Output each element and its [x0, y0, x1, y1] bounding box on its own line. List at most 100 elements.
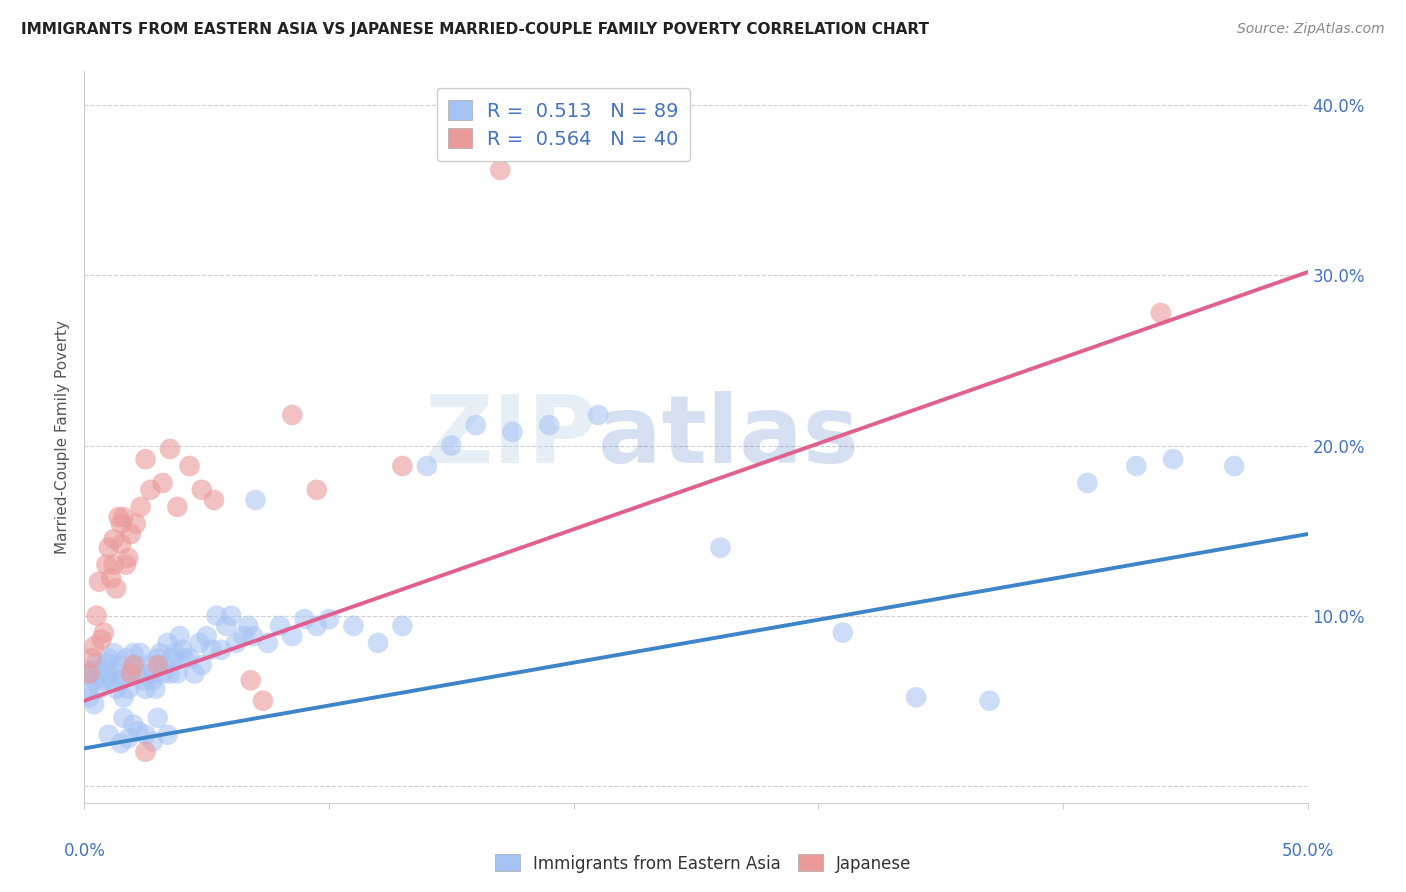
Point [86, 608, 108, 623]
Point [1161, 452, 1184, 467]
Point [135, 452, 157, 467]
Point [100, 673, 122, 688]
Point [112, 690, 135, 705]
Point [252, 694, 274, 708]
Point [257, 636, 280, 650]
Point [77, 680, 100, 694]
Point [225, 636, 247, 650]
Point [103, 558, 125, 572]
Point [586, 408, 609, 422]
Point [135, 681, 157, 696]
Point [80, 663, 103, 677]
Point [367, 636, 389, 650]
Point [83, 640, 105, 654]
Point [166, 500, 188, 514]
Point [159, 666, 181, 681]
Point [146, 711, 169, 725]
Point [1076, 475, 1098, 490]
Point [219, 608, 242, 623]
Point [179, 458, 201, 473]
Point [97, 666, 120, 681]
Point [97, 541, 120, 555]
Point [76, 668, 98, 682]
Point [107, 510, 129, 524]
Point [122, 717, 145, 731]
Point [242, 629, 264, 643]
Point [416, 458, 439, 473]
Point [129, 500, 152, 514]
Point [183, 666, 205, 681]
Point [269, 619, 291, 633]
Point [90, 632, 112, 647]
Point [112, 711, 135, 725]
Point [142, 734, 165, 748]
Point [77, 690, 100, 705]
Point [1150, 306, 1173, 320]
Point [97, 728, 120, 742]
Point [117, 550, 139, 565]
Text: 0.0%: 0.0% [63, 842, 105, 860]
Point [1125, 458, 1147, 473]
Point [188, 636, 211, 650]
Point [166, 666, 188, 681]
Point [139, 483, 162, 497]
Point [125, 658, 148, 673]
Point [281, 629, 304, 643]
Point [179, 651, 201, 665]
Point [110, 537, 132, 551]
Point [173, 651, 195, 665]
Point [110, 736, 132, 750]
Point [83, 673, 105, 688]
Point [391, 458, 413, 473]
Point [281, 408, 304, 422]
Point [191, 483, 214, 497]
Point [159, 442, 181, 456]
Legend: R =  0.513   N = 89, R =  0.564   N = 40: R = 0.513 N = 89, R = 0.564 N = 40 [437, 88, 690, 161]
Point [831, 625, 853, 640]
Point [200, 642, 222, 657]
Point [146, 651, 169, 665]
Point [305, 619, 328, 633]
Point [115, 651, 138, 665]
Point [86, 657, 108, 671]
Point [117, 681, 139, 696]
Point [129, 646, 152, 660]
Point [139, 666, 162, 681]
Point [93, 625, 115, 640]
Point [305, 483, 328, 497]
Point [96, 657, 118, 671]
Point [87, 681, 110, 696]
Point [538, 418, 561, 433]
Point [149, 646, 172, 660]
Point [122, 658, 145, 673]
Point [90, 663, 112, 677]
Point [120, 666, 142, 681]
Point [112, 510, 135, 524]
Point [96, 558, 118, 572]
Point [122, 646, 145, 660]
Point [502, 425, 524, 439]
Point [169, 629, 191, 643]
Point [132, 673, 155, 688]
Point [105, 666, 128, 681]
Point [152, 475, 174, 490]
Legend: Immigrants from Eastern Asia, Japanese: Immigrants from Eastern Asia, Japanese [488, 847, 918, 880]
Point [93, 673, 115, 688]
Text: ZIP: ZIP [425, 391, 598, 483]
Point [162, 651, 184, 665]
Point [391, 619, 413, 633]
Point [513, 139, 536, 153]
Point [709, 541, 731, 555]
Point [172, 642, 194, 657]
Point [153, 658, 176, 673]
Point [105, 681, 128, 696]
Point [142, 673, 165, 688]
Point [152, 666, 174, 681]
Point [440, 439, 463, 453]
Point [143, 681, 166, 696]
Text: IMMIGRANTS FROM EASTERN ASIA VS JAPANESE MARRIED-COUPLE FAMILY POVERTY CORRELATI: IMMIGRANTS FROM EASTERN ASIA VS JAPANESE… [21, 22, 929, 37]
Point [215, 619, 238, 633]
Point [239, 673, 262, 688]
Point [1223, 458, 1246, 473]
Point [87, 574, 110, 589]
